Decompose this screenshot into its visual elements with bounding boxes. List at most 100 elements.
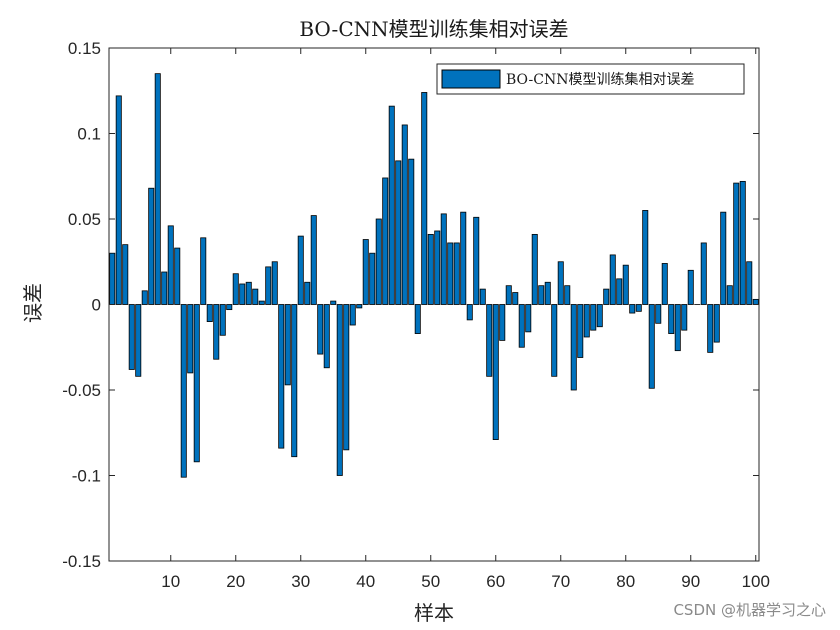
bar-83	[642, 210, 649, 305]
x-tick-label: 90	[681, 572, 700, 591]
x-tick-label: 20	[226, 572, 245, 591]
bar-79	[616, 278, 623, 305]
bar-77	[603, 288, 610, 305]
y-tick-label: 0.1	[77, 125, 101, 144]
bar-24	[258, 300, 265, 305]
bar-78	[609, 254, 616, 305]
bar-61	[499, 304, 506, 341]
bar-30	[297, 235, 304, 305]
bar-12	[180, 304, 187, 478]
bar-68	[544, 281, 551, 305]
y-tick-label: -0.05	[62, 381, 101, 400]
bar-27	[278, 304, 285, 449]
bar-42	[375, 218, 382, 305]
axes-group: 10 20 30 40 50 60 70 80 90 100 -0.15 -0.1 -0.05 0 0.05…	[62, 39, 770, 591]
y-tick-label: 0	[92, 296, 101, 315]
x-tick-label: 30	[291, 572, 310, 591]
x-tick-label: 10	[161, 572, 180, 591]
x-tick-label: 100	[742, 572, 770, 591]
bar-97	[733, 182, 740, 305]
bar-11	[174, 247, 181, 305]
bar-90	[687, 269, 694, 305]
bar-81	[629, 304, 636, 314]
bar-17	[213, 304, 220, 360]
bar-66	[531, 233, 538, 305]
bar-47	[408, 158, 415, 305]
bar-16	[206, 304, 213, 323]
bar-4	[128, 304, 135, 370]
legend-label: BO-CNN模型训练集相对误差	[506, 71, 694, 88]
bar-38	[349, 304, 356, 326]
bar-53	[447, 242, 454, 305]
bar-94	[713, 304, 720, 343]
bar-69	[551, 304, 558, 377]
bar-62	[505, 285, 512, 305]
bar-73	[577, 304, 584, 358]
bar-93	[707, 304, 714, 353]
bar-43	[382, 177, 389, 305]
bar-15	[200, 237, 207, 305]
bar-54	[453, 242, 460, 305]
bar-22	[245, 281, 252, 305]
y-axis-label: 误差	[21, 283, 45, 323]
bar-70	[557, 261, 564, 305]
bar-37	[343, 304, 350, 451]
bar-86	[661, 263, 668, 305]
bar-33	[317, 304, 324, 355]
bar-group	[109, 73, 759, 478]
chart-title: BO-CNN模型训练集相对误差	[299, 17, 568, 41]
x-tick-label: 40	[356, 572, 375, 591]
bar-5	[135, 304, 142, 377]
bar-28	[284, 304, 291, 386]
bar-7	[148, 187, 155, 305]
bar-95	[720, 211, 727, 305]
bar-60	[492, 304, 499, 440]
bar-82	[635, 304, 642, 312]
bar-88	[674, 304, 681, 352]
x-tick-label: 50	[421, 572, 440, 591]
x-axis-label: 样本	[414, 601, 454, 625]
bar-25	[265, 266, 272, 305]
bar-26	[271, 261, 278, 305]
bar-10	[167, 225, 174, 305]
bar-1	[109, 252, 116, 305]
watermark: CSDN @机器学习之心	[673, 601, 826, 619]
bar-57	[473, 216, 480, 305]
bar-45	[395, 160, 402, 305]
bar-71	[564, 285, 571, 305]
bar-55	[460, 211, 467, 305]
bar-18	[219, 304, 226, 336]
bar-36	[336, 304, 343, 476]
bar-84	[648, 304, 655, 389]
bar-34	[323, 304, 330, 369]
x-tick-label: 70	[551, 572, 570, 591]
bar-49	[421, 92, 428, 305]
bar-99	[746, 261, 753, 305]
bar-8	[154, 73, 161, 305]
legend-swatch	[441, 69, 501, 89]
bar-100	[752, 298, 759, 305]
bar-98	[739, 180, 746, 305]
bar-39	[356, 304, 363, 309]
y-tick-label: 0.15	[68, 39, 101, 58]
bar-3	[122, 244, 129, 305]
bar-50	[427, 233, 434, 305]
bar-20	[232, 273, 239, 305]
bar-23	[252, 288, 259, 305]
legend: BO-CNN模型训练集相对误差	[436, 63, 745, 95]
bar-67	[538, 285, 545, 305]
bar-19	[226, 304, 233, 311]
bar-21	[239, 283, 246, 305]
bar-29	[291, 304, 298, 458]
bar-44	[388, 105, 395, 305]
bar-72	[570, 304, 577, 391]
x-tick-label: 60	[486, 572, 505, 591]
bar-80	[622, 264, 629, 305]
bar-41	[369, 252, 376, 305]
bar-13	[187, 304, 194, 374]
y-tick-label: -0.15	[62, 552, 101, 571]
bar-52	[440, 213, 447, 305]
bar-89	[681, 304, 688, 331]
bar-48	[414, 304, 421, 334]
